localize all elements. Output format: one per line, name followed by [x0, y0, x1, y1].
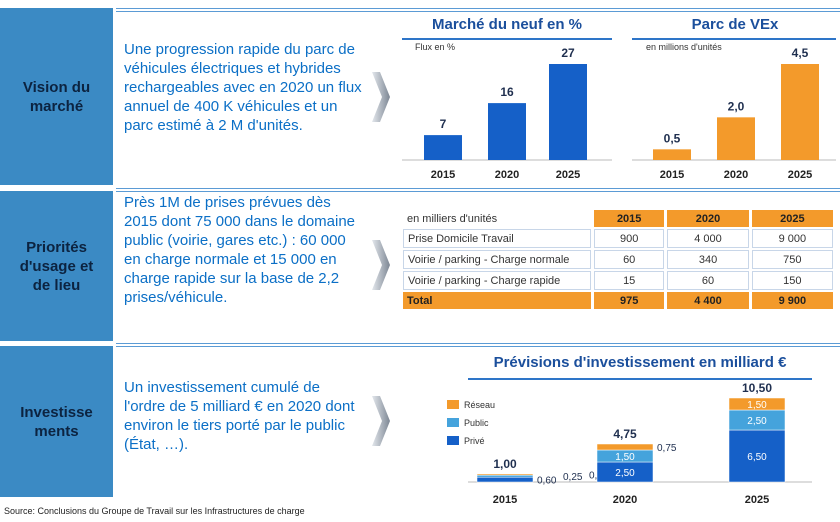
- x-tick-label: 2015: [493, 494, 517, 506]
- table-header: en milliers d'unités 2015 2020 2025: [403, 210, 833, 227]
- bar-segment: [596, 443, 654, 451]
- x-tick-label: 2025: [745, 494, 769, 506]
- total-label: 10,50: [742, 381, 772, 395]
- label-line: de lieu: [32, 276, 81, 294]
- description: Une progression rapide du parc de véhicu…: [124, 41, 362, 134]
- cell: 750: [751, 250, 833, 269]
- description: Près 1M de prises prévues dès 2015 dont …: [124, 194, 356, 306]
- legend-swatch: [447, 400, 459, 409]
- cell: 9 000: [751, 229, 833, 248]
- segment-label: 0,60: [537, 476, 557, 487]
- source-note: Source: Conclusions du Groupe de Travail…: [4, 506, 305, 516]
- chevron: [372, 72, 390, 122]
- value-label: 0,5: [664, 131, 681, 145]
- cell: 4 000: [667, 229, 749, 248]
- header-cell: 2020: [667, 210, 749, 227]
- value-label: 16: [500, 85, 514, 99]
- label-line: ments: [34, 422, 79, 440]
- bar-segment: [476, 473, 534, 476]
- cell: 60: [594, 250, 665, 269]
- table-row: Prise Domicile Travail 900 4 000 9 000: [403, 229, 833, 248]
- bar-segment: [476, 476, 534, 483]
- section-label: Vision du marché: [0, 8, 113, 185]
- cell: Total: [403, 292, 591, 309]
- chart-subtitle: Flux en %: [415, 42, 455, 52]
- description: Un investissement cumulé de l'ordre de 5…: [124, 379, 355, 453]
- cell: Prise Domicile Travail: [403, 229, 591, 248]
- chevron: [372, 240, 390, 290]
- total-label: 1,00: [493, 457, 517, 471]
- value-label: 2,0: [728, 99, 745, 113]
- bar: [488, 103, 526, 160]
- bar-segment: [728, 397, 786, 411]
- label-line: marché: [29, 97, 84, 115]
- legend-label: Public: [464, 418, 489, 428]
- chart-title: Prévisions d'investissement en milliard …: [494, 354, 788, 371]
- segment-label: 0,75: [657, 443, 677, 454]
- table-row: Voirie / parking - Charge rapide 15 60 150: [403, 271, 833, 290]
- value-label: 27: [561, 46, 575, 60]
- segment-label: 1,50: [615, 452, 635, 463]
- table-total: Total 975 4 400 9 900: [403, 292, 833, 309]
- segment-label: 1,50: [747, 400, 767, 411]
- x-tick-label: 2020: [495, 169, 519, 181]
- value-label: 4,5: [792, 46, 809, 60]
- x-tick-label: 2025: [556, 169, 580, 181]
- table-row: Voirie / parking - Charge normale 60 340 75…: [403, 250, 833, 269]
- bar-segment: [476, 474, 534, 478]
- cell: 9 900: [751, 292, 833, 309]
- x-tick-label: 2015: [660, 169, 684, 181]
- bar: [717, 117, 755, 160]
- header-cell: en milliers d'unités: [407, 212, 498, 225]
- separator: [116, 343, 840, 347]
- segment-label: 2,50: [747, 416, 767, 427]
- separator: [116, 8, 840, 12]
- label-line: Vision du: [22, 78, 91, 96]
- cell: Voirie / parking - Charge normale: [403, 250, 591, 269]
- label-line: Investisse: [20, 403, 93, 421]
- label-line: d'usage et: [19, 257, 94, 275]
- x-tick-label: 2020: [724, 169, 748, 181]
- data-table: en milliers d'unités 2015 2020 2025 Pris…: [400, 208, 836, 311]
- segment-label: 0,25: [563, 472, 583, 483]
- bar: [781, 64, 819, 160]
- x-tick-label: 2020: [613, 494, 637, 506]
- chevron: [372, 396, 390, 446]
- cell: 975: [594, 292, 665, 309]
- segment-label: 2,50: [615, 468, 635, 479]
- bar-segment: [728, 429, 786, 483]
- cell: 15: [594, 271, 665, 290]
- header-cell: 2025: [751, 210, 833, 227]
- cell: 150: [751, 271, 833, 290]
- bar: [653, 149, 691, 160]
- label-line: Priorités: [26, 238, 87, 256]
- cell: 60: [667, 271, 749, 290]
- cell: Voirie / parking - Charge rapide: [403, 271, 591, 290]
- separator: [116, 188, 840, 192]
- value-label: 7: [440, 117, 447, 131]
- cell: 4 400: [667, 292, 749, 309]
- header-cell: 2015: [594, 210, 665, 227]
- x-tick-label: 2025: [788, 169, 812, 181]
- section-label: Investisse ments: [0, 346, 113, 497]
- legend-swatch: [447, 418, 459, 427]
- x-tick-label: 2015: [431, 169, 455, 181]
- cell: 900: [594, 229, 665, 248]
- legend-label: Réseau: [464, 400, 495, 410]
- cell: 340: [667, 250, 749, 269]
- section-label: Priorités d'usage et de lieu: [0, 191, 113, 341]
- chart-subtitle: en millions d'unités: [646, 42, 722, 52]
- bar: [424, 135, 462, 160]
- chart-title: Marché du neuf en %: [432, 16, 582, 33]
- legend-label: Privé: [464, 436, 485, 446]
- total-label: 4,75: [613, 427, 637, 441]
- legend-swatch: [447, 436, 459, 445]
- segment-label: 6,50: [747, 452, 767, 463]
- bar: [549, 64, 587, 160]
- chart-title: Parc de VEx: [692, 16, 779, 33]
